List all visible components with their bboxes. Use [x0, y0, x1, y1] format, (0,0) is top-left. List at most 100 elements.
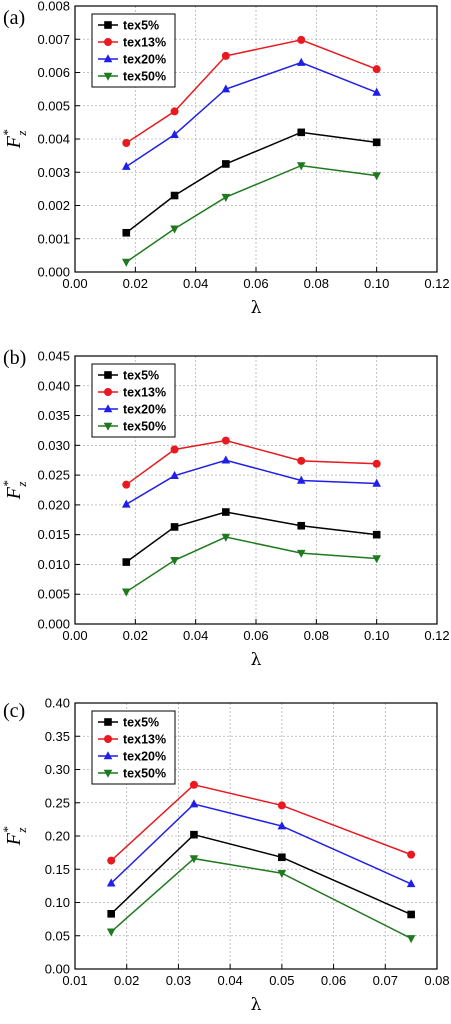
y-tick-label: 0.020 [37, 497, 70, 512]
y-axis-title: F*z [0, 826, 29, 846]
y-tick-label: 0.25 [45, 795, 70, 810]
data-point-tex5pct [170, 523, 179, 531]
data-point-tex5pct [372, 138, 381, 147]
legend-label: tex5% [123, 19, 159, 33]
data-point-tex50pct [406, 935, 416, 944]
data-point-tex20pct [277, 821, 287, 830]
plot-frame [74, 5, 438, 273]
series-line-tex5pct [110, 833, 412, 916]
data-point-tex50pct [221, 193, 231, 202]
legend-label: tex20% [123, 403, 166, 417]
data-point-tex13pct [170, 107, 179, 116]
data-point-tex13pct [122, 480, 131, 489]
legend-label: tex20% [123, 750, 166, 764]
y-tick-label: 0.30 [45, 762, 70, 777]
data-point-tex20pct [170, 129, 179, 138]
data-point-tex13pct [221, 51, 230, 60]
series-line-tex13pct [110, 783, 412, 862]
data-point-tex50pct [296, 162, 306, 171]
legend-label: tex20% [123, 53, 166, 67]
y-tick-label: 0.002 [37, 198, 70, 213]
legend: tex5% tex13% tex20% tex50% [91, 710, 176, 785]
y-tick-label: 0.008 [37, 0, 70, 14]
data-point-tex13pct [277, 801, 286, 810]
data-point-tex5pct [170, 191, 179, 200]
x-axis-title: λ [251, 650, 262, 670]
x-tick-label: 0.02 [114, 973, 139, 988]
x-tick-label: 0.03 [166, 973, 191, 988]
data-point-tex13pct [189, 780, 198, 789]
data-point-tex20pct [372, 87, 381, 96]
x-axis-title: λ [251, 298, 262, 318]
x-tick-label: 0.00 [62, 628, 87, 643]
x-tick-label: 0.05 [269, 973, 294, 988]
series-line-tex20pct [125, 459, 377, 505]
legend-marker [103, 751, 113, 760]
x-tick-label: 0.12 [424, 628, 449, 643]
x-tick-label: 0.07 [373, 973, 398, 988]
data-point-tex20pct [221, 455, 231, 464]
x-tick-label: 0.02 [123, 628, 148, 643]
series-line-tex50pct [110, 857, 412, 940]
y-tick-label: 0.10 [45, 895, 70, 910]
legend-marker [103, 422, 113, 431]
y-tick-label: 0.007 [37, 32, 70, 47]
y-tick-label: 0.045 [37, 349, 70, 364]
legend-marker [104, 735, 112, 743]
data-point-tex5pct [297, 521, 306, 530]
data-point-tex13pct [372, 459, 381, 468]
series-line-tex13pct [125, 439, 377, 486]
x-tick-label: 0.06 [243, 628, 268, 643]
legend-marker [103, 54, 113, 63]
y-tick-label: 0.040 [37, 378, 70, 393]
data-point-tex5pct [372, 530, 381, 539]
data-point-tex50pct [106, 928, 116, 937]
y-axis-title: F*z [0, 129, 29, 149]
y-tick-label: 0.05 [45, 928, 70, 943]
data-point-tex13pct [122, 138, 131, 147]
data-point-tex20pct [372, 478, 381, 487]
x-tick-label: 0.04 [183, 628, 208, 643]
data-point-tex5pct [222, 508, 230, 516]
series-line-tex5pct [125, 131, 377, 234]
data-point-tex20pct [106, 878, 116, 887]
data-point-tex5pct [222, 160, 230, 168]
y-tick-label: 0.15 [45, 862, 70, 877]
y-tick-label: 0.025 [37, 468, 70, 483]
panel-label: (a) [3, 7, 25, 29]
data-point-tex13pct [170, 445, 179, 454]
legend-label: tex13% [123, 36, 166, 50]
legend-label: tex5% [123, 716, 159, 730]
data-point-tex50pct [372, 555, 381, 564]
legend-marker [103, 72, 113, 81]
legend-label: tex50% [123, 70, 166, 84]
x-tick-label: 0.04 [183, 276, 208, 291]
data-point-tex50pct [121, 258, 131, 267]
x-tick-label: 0.06 [243, 276, 268, 291]
data-point-tex5pct [297, 128, 306, 137]
legend-marker [104, 718, 112, 726]
y-tick-label: 0.20 [45, 829, 70, 844]
x-tick-label: 0.10 [364, 628, 389, 643]
panel-label: (b) [3, 347, 26, 369]
data-point-tex5pct [278, 853, 286, 862]
y-tick-label: 0.006 [37, 65, 70, 80]
data-point-tex50pct [277, 869, 287, 879]
x-tick-label: 0.02 [123, 276, 148, 291]
data-point-tex50pct [221, 533, 231, 542]
x-tick-label: 0.10 [364, 276, 389, 291]
y-axis-title: F*z [0, 480, 29, 500]
x-tick-label: 0.08 [424, 973, 449, 988]
legend: tex5% tex13% tex20% tex50% [91, 13, 176, 88]
legend-label: tex50% [123, 420, 166, 434]
x-axis-title: λ [251, 995, 262, 1015]
y-tick-label: 0.00 [45, 962, 70, 977]
y-tick-label: 0.35 [45, 729, 70, 744]
x-tick-label: 0.06 [321, 973, 346, 988]
x-tick-label: 0.00 [62, 276, 87, 291]
x-tick-label: 0.12 [424, 276, 449, 291]
y-tick-label: 0.005 [37, 98, 70, 113]
data-point-tex13pct [407, 850, 416, 859]
